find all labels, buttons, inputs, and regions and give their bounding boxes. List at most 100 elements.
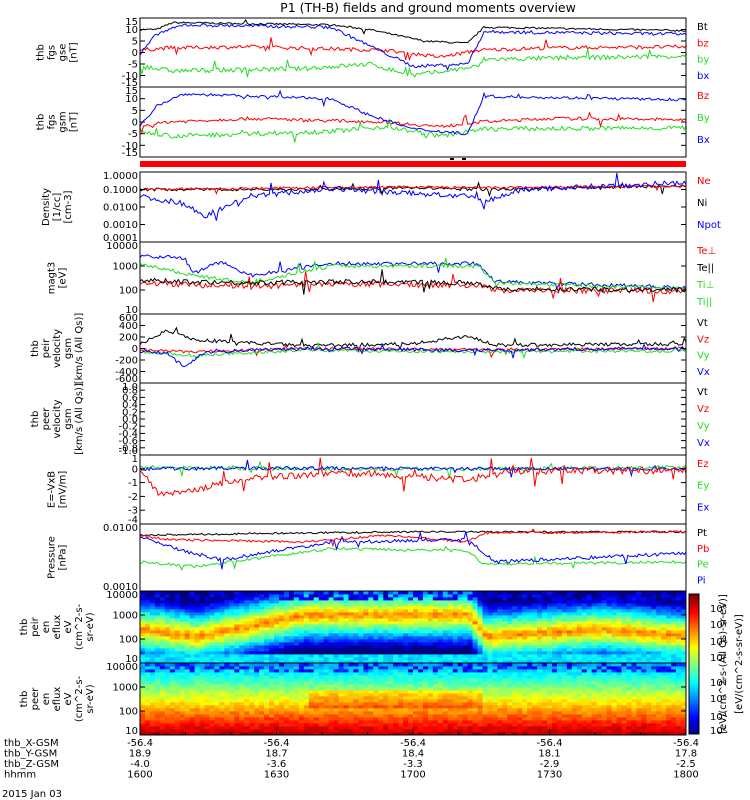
heatmap-cell: [403, 714, 409, 718]
heatmap-cell: [591, 609, 598, 613]
heatmap-cell: [492, 687, 498, 691]
heatmap-cell: [417, 633, 424, 637]
heatmap-cell: [591, 603, 598, 607]
heatmap-cell: [333, 714, 339, 718]
heatmap-cell: [432, 657, 439, 661]
heatmap-cell: [432, 705, 439, 709]
heatmap-cell: [318, 591, 325, 595]
panel-ylabel: magt3[eV]: [47, 262, 69, 295]
heatmap-cell: [646, 624, 652, 628]
heatmap-cell: [417, 669, 424, 673]
heatmap-cell: [591, 624, 598, 628]
heatmap-cell: [214, 603, 220, 607]
heatmap-cell: [239, 654, 245, 658]
heatmap-cell: [502, 732, 508, 736]
heatmap-cell: [368, 711, 374, 715]
heatmap-cell: [512, 630, 518, 634]
heatmap-cell: [144, 612, 151, 616]
heatmap-cell: [368, 612, 374, 616]
panel-ylabel: thbpeerenefluxeV(cm^2-s-sr-eV): [19, 675, 96, 722]
heatmap-cell: [343, 621, 349, 625]
heatmap-cell: [492, 675, 498, 679]
heatmap-cell: [199, 612, 205, 616]
heatmap-cell: [666, 627, 672, 631]
heatmap-cell: [274, 660, 280, 664]
heatmap-cell: [437, 597, 444, 601]
heatmap-cell: [154, 642, 161, 646]
heatmap-cell: [487, 681, 493, 685]
heatmap-cell: [194, 669, 200, 673]
heatmap-cell: [154, 630, 161, 634]
heatmap-cell: [527, 603, 533, 607]
heatmap-cell: [408, 660, 414, 664]
heatmap-cell: [417, 639, 424, 643]
heatmap-cell: [313, 696, 320, 700]
heatmap-cell: [174, 726, 181, 730]
heatmap-cell: [581, 636, 588, 640]
ylabel-line: gse: [58, 44, 69, 62]
heatmap-cell: [288, 729, 295, 733]
heatmap-cell: [497, 669, 503, 673]
heatmap-cell: [413, 627, 419, 631]
heatmap-cell: [442, 615, 449, 619]
heatmap-cell: [358, 714, 364, 718]
heatmap-cell: [671, 651, 677, 655]
heatmap-cell: [472, 687, 478, 691]
heatmap-cell: [556, 687, 563, 691]
heatmap-cell: [154, 654, 161, 658]
heatmap-cell: [318, 690, 325, 694]
heatmap-cell: [497, 723, 503, 727]
heatmap-cell: [154, 696, 161, 700]
heatmap-cell: [159, 684, 166, 688]
heatmap-cell: [184, 708, 191, 712]
heatmap-cell: [368, 678, 374, 682]
heatmap-cell: [264, 657, 270, 661]
y-tick-label: 400: [119, 321, 138, 332]
heatmap-cell: [209, 663, 215, 667]
heatmap-cell: [239, 675, 245, 679]
heatmap-cell: [408, 726, 414, 730]
heatmap-cell: [626, 624, 632, 628]
heatmap-cell: [358, 609, 364, 613]
heatmap-cell: [437, 603, 444, 607]
heatmap-cell: [417, 699, 424, 703]
heatmap-cell: [388, 603, 394, 607]
heatmap-cell: [646, 603, 652, 607]
heatmap-cell: [398, 621, 404, 625]
heatmap-cell: [467, 714, 473, 718]
heatmap-cell: [328, 609, 334, 613]
heatmap-cell: [214, 729, 220, 733]
heatmap-cell: [403, 693, 409, 697]
heatmap-cell: [482, 615, 488, 619]
heatmap-cell: [174, 615, 181, 619]
heatmap-cell: [209, 597, 215, 601]
heatmap-cell: [576, 603, 583, 607]
heatmap-cell: [551, 618, 558, 622]
heatmap-cell: [368, 705, 374, 709]
heatmap-cell: [333, 717, 339, 721]
heatmap-cell: [656, 606, 662, 610]
heatmap-cell: [274, 630, 280, 634]
heatmap-cell: [467, 678, 473, 682]
heatmap-cell: [274, 594, 280, 598]
heatmap-cell: [666, 645, 672, 649]
heatmap-cell: [308, 678, 315, 682]
heatmap-cell: [447, 681, 454, 685]
heatmap-cell: [293, 669, 300, 673]
heatmap-cell: [224, 705, 230, 709]
heatmap-cell: [636, 633, 642, 637]
heatmap-cell: [219, 714, 225, 718]
heatmap-cell: [283, 633, 290, 637]
heatmap-cell: [229, 672, 235, 676]
heatmap-cell: [452, 594, 459, 598]
heatmap-cell: [288, 705, 295, 709]
heatmap-cell: [219, 708, 225, 712]
heatmap-cell: [318, 702, 325, 706]
heatmap-cell: [398, 627, 404, 631]
heatmap-cell: [149, 654, 156, 658]
heatmap-cell: [477, 630, 483, 634]
heatmap-cell: [204, 687, 210, 691]
heatmap-cell: [204, 681, 210, 685]
heatmap-cell: [144, 699, 151, 703]
heatmap-cell: [398, 675, 404, 679]
